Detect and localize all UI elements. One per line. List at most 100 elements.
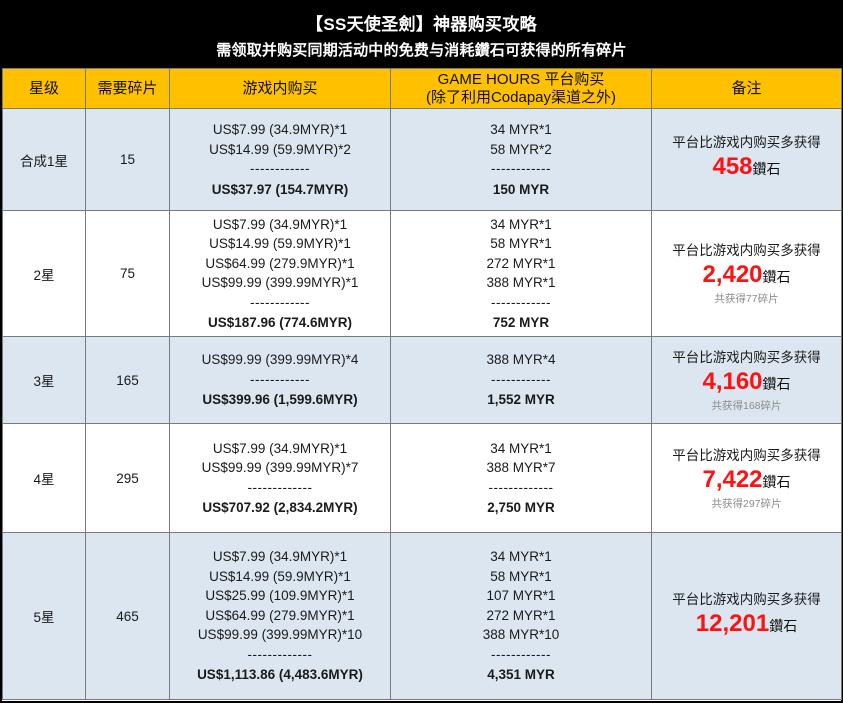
header-platform: GAME HOURS 平台购买 (除了利用Codapay渠道之外) — [390, 68, 652, 109]
ingame-lines: US$7.99 (34.9MYR)*1 US$14.99 (59.9MYR)*1 U… — [170, 547, 390, 685]
note-amount-line: 4,160鑽石 — [652, 367, 841, 400]
platform-separator: ------------ — [491, 371, 551, 387]
cell-platform: 34 MYR*1 58 MYR*1 272 MYR*1 388 MYR*1 ------… — [390, 210, 652, 337]
platform-lines: 34 MYR*1 58 MYR*1 272 MYR*1 388 MYR*1 ------… — [391, 215, 651, 333]
cell-note: 平台比游戏内购买多获得 7,422鑽石 共获得297碎片 — [651, 423, 842, 533]
platform-lines: 388 MYR*4 ------------ 1,552 MYR — [391, 350, 651, 410]
note-amount-line: 458鑽石 — [652, 152, 841, 185]
header-star: 星级 — [2, 68, 86, 109]
table-row: 3星 165 US$99.99 (399.99MYR)*4 ------------ U… — [2, 336, 842, 424]
platform-item: 388 MYR*1 — [486, 275, 556, 290]
note-amount: 4,160 — [702, 367, 763, 395]
ingame-total: US$37.97 (154.7MYR) — [211, 181, 349, 197]
platform-item: 58 MYR*1 — [490, 568, 552, 584]
ingame-lines: US$7.99 (34.9MYR)*1 US$14.99 (59.9MYR)*2 -… — [170, 120, 390, 199]
platform-separator: ------------ — [491, 646, 551, 662]
platform-separator: ------------- — [488, 479, 554, 495]
cell-platform: 388 MYR*4 ------------ 1,552 MYR — [390, 336, 652, 424]
ingame-item: US$14.99 (59.9MYR)*1 — [209, 236, 351, 251]
ingame-separator: ------------ — [250, 161, 310, 176]
cell-shards: 295 — [85, 423, 170, 533]
note-amount-line: 12,201鑽石 — [652, 609, 841, 642]
cell-platform: 34 MYR*1 58 MYR*1 107 MYR*1 272 MYR*1 388 MY… — [390, 532, 652, 700]
ingame-total: US$399.96 (1,599.6MYR) — [202, 392, 358, 408]
table-row: 4星 295 US$7.99 (34.9MYR)*1 US$99.99 (399.99… — [2, 423, 842, 533]
platform-lines: 34 MYR*1 58 MYR*2 ------------ 150 MYR — [391, 120, 651, 199]
ingame-item: US$7.99 (34.9MYR)*1 — [212, 122, 348, 137]
note-unit: 鑽石 — [762, 269, 791, 285]
note-sub: 共获得77碎片 — [714, 293, 779, 305]
page-subtitle: 需领取并购买同期活动中的免费与消耗鑽石可获得的所有碎片 — [216, 42, 627, 59]
platform-lines: 34 MYR*1 58 MYR*1 107 MYR*1 272 MYR*1 388 MY… — [391, 547, 651, 685]
note-sub: 共获得168碎片 — [711, 399, 782, 412]
ingame-lines: US$7.99 (34.9MYR)*1 US$14.99 (59.9MYR)*1 U… — [170, 215, 390, 333]
platform-item: 34 MYR*1 — [490, 440, 552, 456]
cell-star: 3星 — [2, 336, 86, 424]
cell-ingame: US$7.99 (34.9MYR)*1 US$14.99 (59.9MYR)*2 -… — [169, 108, 391, 211]
table-row: 2星 75 US$7.99 (34.9MYR)*1 US$14.99 (59.9MYR… — [2, 210, 842, 337]
platform-total: 4,351 MYR — [487, 667, 555, 683]
ingame-item: US$64.99 (279.9MYR)*1 — [205, 607, 355, 623]
header-note: 备注 — [651, 68, 842, 109]
note-amount-line: 2,420鑽石 — [652, 260, 841, 293]
note-label: 平台比游戏内购买多获得 — [672, 135, 821, 150]
ingame-item: US$7.99 (34.9MYR)*1 — [212, 440, 348, 456]
note-unit: 鑽石 — [762, 473, 791, 490]
ingame-separator: ------------ — [250, 294, 310, 310]
ingame-item: US$7.99 (34.9MYR)*1 — [212, 549, 348, 565]
ingame-item: US$99.99 (399.99MYR)*7 — [201, 460, 359, 475]
ingame-item: US$14.99 (59.9MYR)*2 — [209, 141, 351, 157]
header-platform-line2: (除了利用Codapay渠道之外) — [425, 88, 617, 106]
header-ingame: 游戏内购买 — [169, 68, 391, 109]
note-unit: 鑽石 — [769, 617, 798, 634]
cell-star: 合成1星 — [2, 108, 86, 211]
cell-platform: 34 MYR*1 58 MYR*2 ------------ 150 MYR — [390, 108, 652, 211]
purchase-table: 星级 需要碎片 游戏内购买 GAME HOURS 平台购买 (除了利用Codap… — [2, 68, 842, 700]
ingame-separator: ------------- — [247, 646, 313, 662]
platform-item: 34 MYR*1 — [490, 122, 552, 137]
platform-item: 34 MYR*1 — [490, 216, 552, 232]
platform-separator: ------------ — [491, 294, 551, 310]
ingame-item: US$99.99 (399.99MYR)*1 — [201, 275, 359, 290]
cell-note: 平台比游戏内购买多获得 458鑽石 — [651, 108, 842, 211]
platform-item: 58 MYR*1 — [490, 236, 552, 251]
platform-item: 388 MYR*10 — [482, 627, 560, 643]
platform-item: 388 MYR*7 — [486, 460, 556, 475]
cell-ingame: US$7.99 (34.9MYR)*1 US$14.99 (59.9MYR)*1 U… — [169, 532, 391, 700]
note-label: 平台比游戏内购买多获得 — [672, 243, 821, 258]
ingame-item: US$99.99 (399.99MYR)*10 — [197, 627, 363, 643]
ingame-separator: ------------- — [247, 479, 313, 495]
ingame-item: US$7.99 (34.9MYR)*1 — [212, 216, 348, 232]
cell-shards: 15 — [85, 108, 170, 211]
ingame-total: US$707.92 (2,834.2MYR) — [202, 500, 358, 515]
ingame-total: US$1,113.86 (4,483.6MYR) — [197, 667, 363, 683]
cell-star: 5星 — [2, 532, 86, 700]
platform-item: 58 MYR*2 — [490, 141, 552, 157]
note-amount-line: 7,422鑽石 — [652, 465, 841, 498]
header-platform-line1: GAME HOURS 平台购买 — [437, 70, 605, 88]
cell-note: 平台比游戏内购买多获得 12,201鑽石 — [651, 532, 842, 700]
cell-ingame: US$7.99 (34.9MYR)*1 US$14.99 (59.9MYR)*1 U… — [169, 210, 391, 337]
note-label: 平台比游戏内购买多获得 — [672, 447, 821, 463]
platform-separator: ------------ — [491, 161, 551, 176]
table-row: 合成1星 15 US$7.99 (34.9MYR)*1 US$14.99 (59.9M… — [2, 108, 842, 211]
platform-total: 2,750 MYR — [487, 500, 555, 515]
platform-item: 34 MYR*1 — [490, 549, 552, 565]
ingame-item: US$99.99 (399.99MYR)*4 — [201, 352, 359, 368]
platform-item: 272 MYR*1 — [486, 607, 556, 623]
cell-note: 平台比游戏内购买多获得 4,160鑽石 共获得168碎片 — [651, 336, 842, 424]
platform-total: 1,552 MYR — [487, 392, 555, 408]
header-row: 星级 需要碎片 游戏内购买 GAME HOURS 平台购买 (除了利用Codap… — [2, 68, 842, 109]
header-shards: 需要碎片 — [85, 68, 170, 109]
platform-total: 752 MYR — [492, 315, 550, 330]
note-amount: 458 — [712, 153, 753, 180]
cell-ingame: US$7.99 (34.9MYR)*1 US$99.99 (399.99MYR)*… — [169, 423, 391, 533]
table-row: 5星 465 US$7.99 (34.9MYR)*1 US$14.99 (59.9MY… — [2, 532, 842, 700]
platform-total: 150 MYR — [492, 181, 550, 197]
platform-lines: 34 MYR*1 388 MYR*7 ------------- 2,750 MYR — [391, 439, 651, 518]
note-label: 平台比游戏内购买多获得 — [672, 349, 821, 365]
page-title: 【SS天使圣劍】神器购买攻略 — [306, 15, 537, 34]
cell-platform: 34 MYR*1 388 MYR*7 ------------- 2,750 MYR — [390, 423, 652, 533]
platform-item: 388 MYR*4 — [486, 352, 556, 368]
